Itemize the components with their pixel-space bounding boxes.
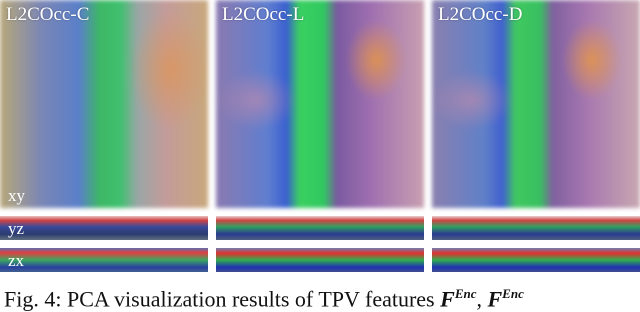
xy-image [432,0,640,208]
row-label: yz [8,219,25,238]
symbol-sup: Enc [454,286,477,301]
panel-label: L2COcc-L [222,4,305,25]
zx-strip [216,248,424,272]
symbol-sup: Enc [502,286,524,301]
zx-strip [432,248,640,272]
row-label: zx [8,251,25,270]
xy-image [0,0,208,208]
yz-strip [216,216,424,240]
row-label: xy [8,186,25,205]
caption-text: Fig. 4: PCA visualization results of TPV… [4,286,435,312]
panel-label: L2COcc-D [438,4,523,25]
yz-strip [432,216,640,240]
symbol-base: F [487,286,503,312]
zx-strip [0,248,208,272]
separator: , [476,286,482,312]
xy-image [216,0,424,208]
symbol-base: F [440,286,455,312]
caption: Fig. 4: PCA visualization results of TPV… [4,286,524,312]
yz-strip [0,216,208,240]
panel-label: L2COcc-C [6,4,90,25]
